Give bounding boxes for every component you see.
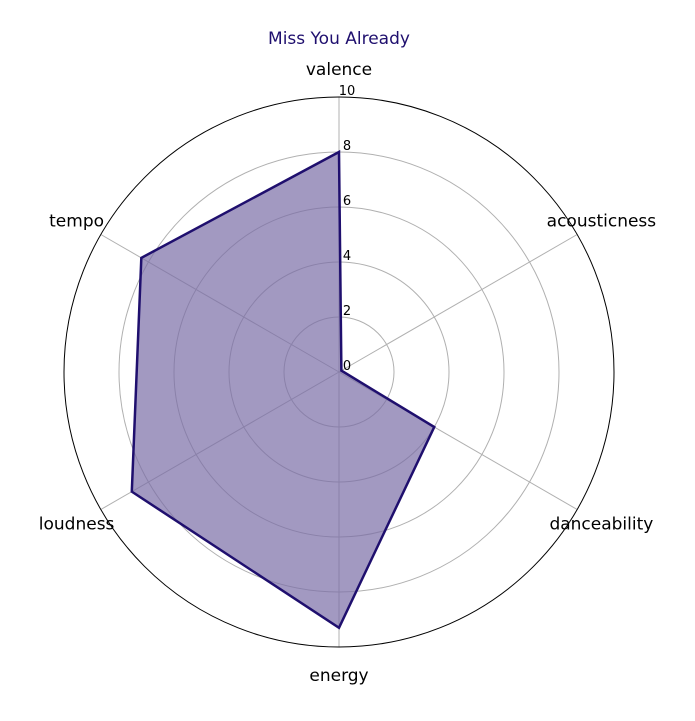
axis-label-loudness: loudness <box>39 515 115 535</box>
axis-labels: valence acousticness danceability energy lou… <box>39 60 657 686</box>
outer-ring <box>63 96 615 648</box>
r-tick-label: 0 <box>343 359 351 374</box>
r-tick-label: 8 <box>343 139 351 154</box>
series-area <box>131 152 435 628</box>
r-tick-label: 6 <box>343 194 351 209</box>
r-tick-label: 10 <box>339 84 356 99</box>
r-tick-label: 2 <box>343 304 351 319</box>
axis-label-danceability: danceability <box>549 515 653 535</box>
axis-label-energy: energy <box>309 666 368 686</box>
radial-tick-labels: 0 2 4 6 8 10 <box>339 84 356 374</box>
series-line <box>130 149 436 630</box>
radar-series <box>130 149 436 630</box>
chart-title: Miss You Already <box>268 29 410 49</box>
grid-spoke <box>338 234 578 373</box>
axis-label-tempo: tempo <box>49 212 104 232</box>
axis-label-acousticness: acousticness <box>547 212 657 232</box>
r-tick-label: 4 <box>343 249 351 264</box>
axis-label-valence: valence <box>306 60 372 80</box>
